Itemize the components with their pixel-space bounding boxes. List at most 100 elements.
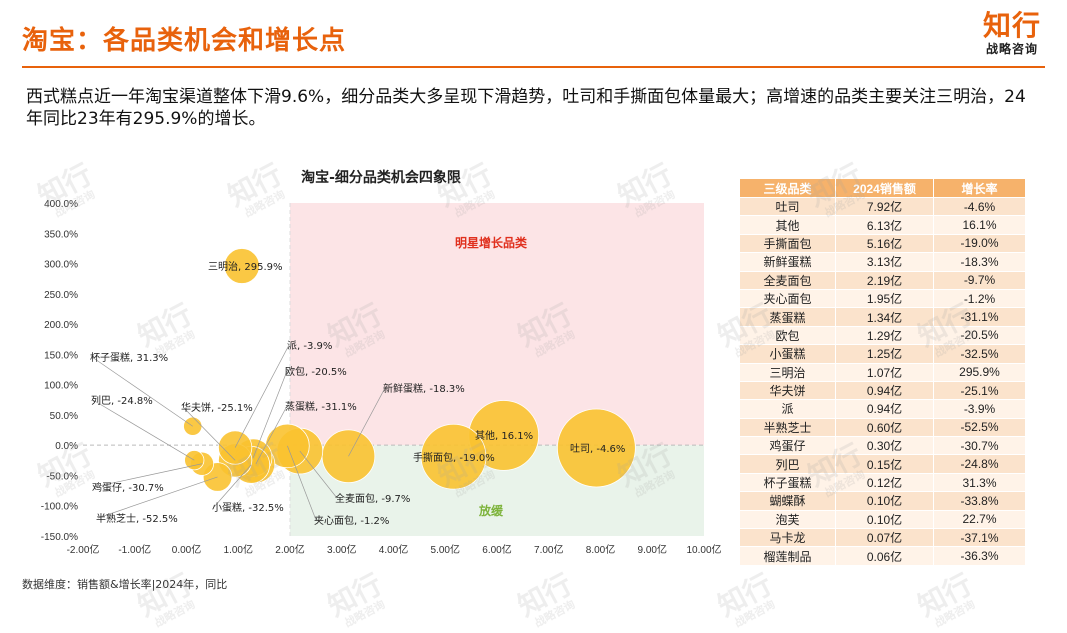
x-tick-label: 7.00亿 [534, 543, 563, 556]
bubble-label: 吐司, -4.6% [570, 443, 625, 455]
cell-category: 欧包 [740, 325, 836, 345]
bubble-label: 手撕面包, -19.0% [413, 451, 495, 464]
watermark-logo: 知行战略咨询 [912, 567, 982, 632]
y-tick-label: 350.0% [44, 229, 78, 240]
category-sales-table-container: 三级品类 2024销售额 增长率 吐司 7.92亿 -4.6% 其他 6.13亿 16.1… [740, 179, 1026, 565]
cell-category: 榴莲制品 [740, 546, 836, 565]
y-tick-label: -50.0% [46, 471, 78, 482]
label-leader-line [348, 387, 386, 457]
cell-category: 其他 [740, 215, 836, 235]
cell-growth: -52.5% [933, 417, 1026, 437]
cell-growth: -32.5% [933, 344, 1026, 364]
cell-sales: 1.07亿 [835, 362, 934, 382]
bubble-point [223, 248, 260, 284]
table-row: 列巴 0.15亿 -24.8% [740, 454, 1026, 474]
x-tick-label: 2.00亿 [275, 543, 304, 556]
table-row: 新鲜蛋糕 3.13亿 -18.3% [740, 252, 1026, 272]
table-row: 夹心面包 1.95亿 -1.2% [740, 288, 1026, 308]
label-leader-line [255, 405, 288, 465]
cell-growth: -4.6% [933, 196, 1026, 216]
header-sales: 2024销售额 [835, 179, 934, 198]
data-footnote: 数据维度：销售额&增长率|2024年，同比 [22, 578, 228, 591]
watermark-sub: 战略咨询 [732, 597, 778, 630]
logo-main-text: 知行 [982, 9, 1041, 42]
cell-sales: 3.13亿 [835, 252, 934, 272]
cell-growth: -25.1% [933, 380, 1026, 400]
bubble-label: 新鲜蛋糕, -18.3% [383, 382, 465, 395]
y-tick-label: -150.0% [41, 532, 78, 543]
bubble-label: 华夫饼, -25.1% [181, 401, 253, 414]
cell-growth: -18.3% [933, 252, 1026, 272]
table-row: 华夫饼 0.94亿 -25.1% [740, 380, 1026, 400]
bubble-label: 列巴, -24.8% [91, 394, 153, 407]
watermark-main: 知行 [912, 567, 978, 623]
cell-sales: 1.34亿 [835, 307, 934, 327]
cell-growth: -33.8% [933, 491, 1026, 511]
cell-sales: 1.25亿 [835, 344, 934, 364]
table-row: 派 0.94亿 -3.9% [740, 399, 1026, 419]
x-tick-label: 0.00亿 [172, 543, 201, 556]
table-row: 榴莲制品 0.06亿 -36.3% [740, 546, 1026, 565]
summary-text: 西式糕点近一年淘宝渠道整体下滑9.6%，细分品类大多呈现下滑趋势，吐司和手撕面包… [26, 87, 1026, 129]
cell-growth: -1.2% [933, 288, 1026, 308]
cell-category: 鸡蛋仔 [740, 436, 836, 455]
header-category: 三级品类 [740, 179, 836, 198]
watermark-sub: 战略咨询 [932, 597, 978, 630]
bubble-label: 欧包, -20.5% [285, 365, 347, 378]
x-tick-label: 10.00亿 [686, 543, 721, 556]
cell-sales: 0.10亿 [835, 509, 934, 529]
label-leader-line [91, 356, 193, 427]
brand-logo: 知行 战略咨询 [982, 9, 1041, 57]
header-growth: 增长率 [933, 179, 1026, 198]
label-leader-line [287, 445, 317, 521]
cell-sales: 7.92亿 [835, 196, 934, 216]
bubble-label: 鸡蛋仔, -30.7% [92, 481, 164, 494]
cell-sales: 0.12亿 [835, 472, 934, 492]
table-row: 蝴蝶酥 0.10亿 -33.8% [740, 491, 1026, 511]
table-row: 三明治 1.07亿 295.9% [740, 362, 1026, 382]
table-row: 鸡蛋仔 0.30亿 -30.7% [740, 436, 1026, 455]
bubble-label: 派, -3.9% [287, 340, 332, 352]
cell-category: 华夫饼 [740, 380, 836, 400]
x-tick-label: 5.00亿 [431, 543, 460, 556]
x-tick-label: 3.00亿 [327, 543, 356, 556]
label-leader-line [93, 463, 203, 488]
cell-growth: 22.7% [933, 509, 1026, 529]
cell-growth: -20.5% [933, 325, 1026, 345]
cell-sales: 0.07亿 [835, 528, 934, 547]
quadrant-label-star: 明星增长品类 [455, 235, 528, 250]
x-tick-label: 1.00亿 [224, 543, 253, 556]
table-row: 马卡龙 0.07亿 -37.1% [740, 528, 1026, 547]
bubble-label: 其他, 16.1% [475, 429, 533, 442]
watermark-logo: 知行战略咨询 [512, 568, 582, 632]
cell-growth: -19.0% [933, 233, 1026, 253]
cell-sales: 5.16亿 [835, 233, 934, 253]
cell-category: 吐司 [740, 196, 836, 216]
cell-growth: -3.9% [933, 399, 1026, 419]
y-tick-label: -100.0% [41, 502, 78, 513]
bubble-label: 半熟芝士, -52.5% [96, 512, 178, 525]
chart-title: 淘宝-细分品类机会四象限 [301, 169, 461, 186]
label-leader-line [299, 450, 338, 499]
table-row: 半熟芝士 0.60亿 -52.5% [740, 417, 1026, 437]
y-tick-label: 50.0% [50, 411, 78, 422]
y-tick-label: 0.0% [55, 441, 78, 452]
cell-growth: -36.3% [933, 546, 1026, 565]
cell-category: 蝴蝶酥 [740, 491, 836, 511]
bubble-label: 杯子蛋糕, 31.3% [90, 351, 168, 364]
cell-sales: 1.29亿 [835, 325, 934, 345]
watermark-sub: 战略咨询 [342, 597, 388, 630]
watermark-main: 知行 [712, 567, 778, 623]
watermark-main: 知行 [322, 567, 388, 623]
y-tick-label: 200.0% [44, 320, 78, 331]
cell-growth: -9.7% [933, 270, 1026, 290]
cell-sales: 0.10亿 [835, 491, 934, 511]
watermark-logo: 知行战略咨询 [322, 567, 392, 632]
cell-sales: 0.15亿 [835, 454, 934, 474]
table-row: 小蛋糕 1.25亿 -32.5% [740, 344, 1026, 364]
bubble-label: 蒸蛋糕, -31.1% [285, 400, 357, 413]
header-divider [22, 66, 1045, 68]
page-title: 淘宝：各品类机会和增长点 [22, 26, 347, 56]
cell-category: 列巴 [740, 454, 836, 474]
